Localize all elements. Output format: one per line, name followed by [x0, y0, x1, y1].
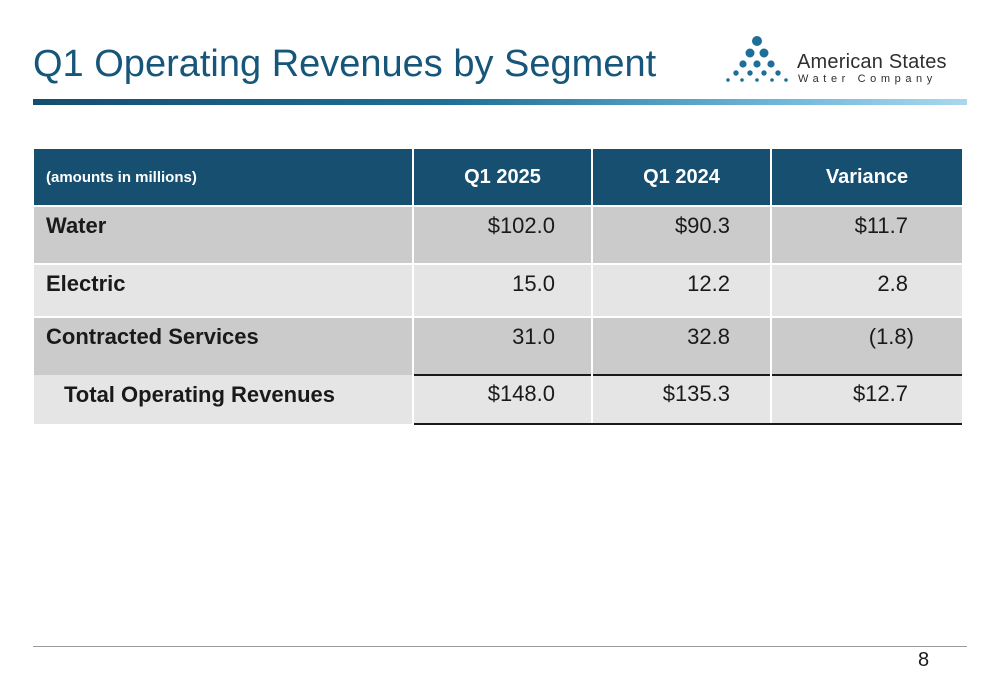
- cell-q1-2024: 32.8: [592, 316, 772, 375]
- footer-divider: [33, 646, 967, 647]
- cell-q1-2024: $135.3: [592, 374, 772, 425]
- row-label: Electric: [34, 263, 414, 317]
- table-row: Water $102.0 $90.3 $11.7: [34, 205, 962, 264]
- cell-variance: 2.8: [771, 263, 962, 317]
- header-units: (amounts in millions): [34, 149, 414, 206]
- cell-variance: $11.7: [771, 205, 962, 264]
- header-variance: Variance: [771, 149, 962, 206]
- cell-variance: (1.8): [771, 316, 962, 375]
- header-q1-2024: Q1 2024: [592, 149, 772, 206]
- slide-title: Q1 Operating Revenues by Segment: [33, 43, 657, 85]
- company-logo: American States Water Company: [722, 33, 972, 89]
- table-total-row: Total Operating Revenues $148.0 $135.3 $…: [34, 374, 962, 425]
- revenue-table: (amounts in millions) Q1 2025 Q1 2024 Va…: [34, 149, 962, 425]
- title-divider: [33, 99, 967, 105]
- row-label: Contracted Services: [34, 316, 414, 375]
- header-q1-2025: Q1 2025: [413, 149, 593, 206]
- page-number: 8: [918, 649, 930, 671]
- cell-variance: $12.7: [771, 374, 962, 425]
- cell-q1-2025: 15.0: [413, 263, 593, 317]
- cell-q1-2024: 12.2: [592, 263, 772, 317]
- table-row: Electric 15.0 12.2 2.8: [34, 263, 962, 317]
- table-header-row: (amounts in millions) Q1 2025 Q1 2024 Va…: [34, 149, 962, 206]
- row-label: Total Operating Revenues: [34, 375, 414, 424]
- cell-q1-2025: 31.0: [413, 316, 593, 375]
- logo-subtitle: Water Company: [798, 73, 937, 85]
- cell-q1-2025: $148.0: [413, 374, 593, 425]
- row-label: Water: [34, 205, 414, 264]
- cell-q1-2024: $90.3: [592, 205, 772, 264]
- table-row: Contracted Services 31.0 32.8 (1.8): [34, 316, 962, 375]
- cell-q1-2025: $102.0: [413, 205, 593, 264]
- logo-name: American States: [797, 51, 947, 73]
- droplet-triangle-icon: [726, 36, 788, 82]
